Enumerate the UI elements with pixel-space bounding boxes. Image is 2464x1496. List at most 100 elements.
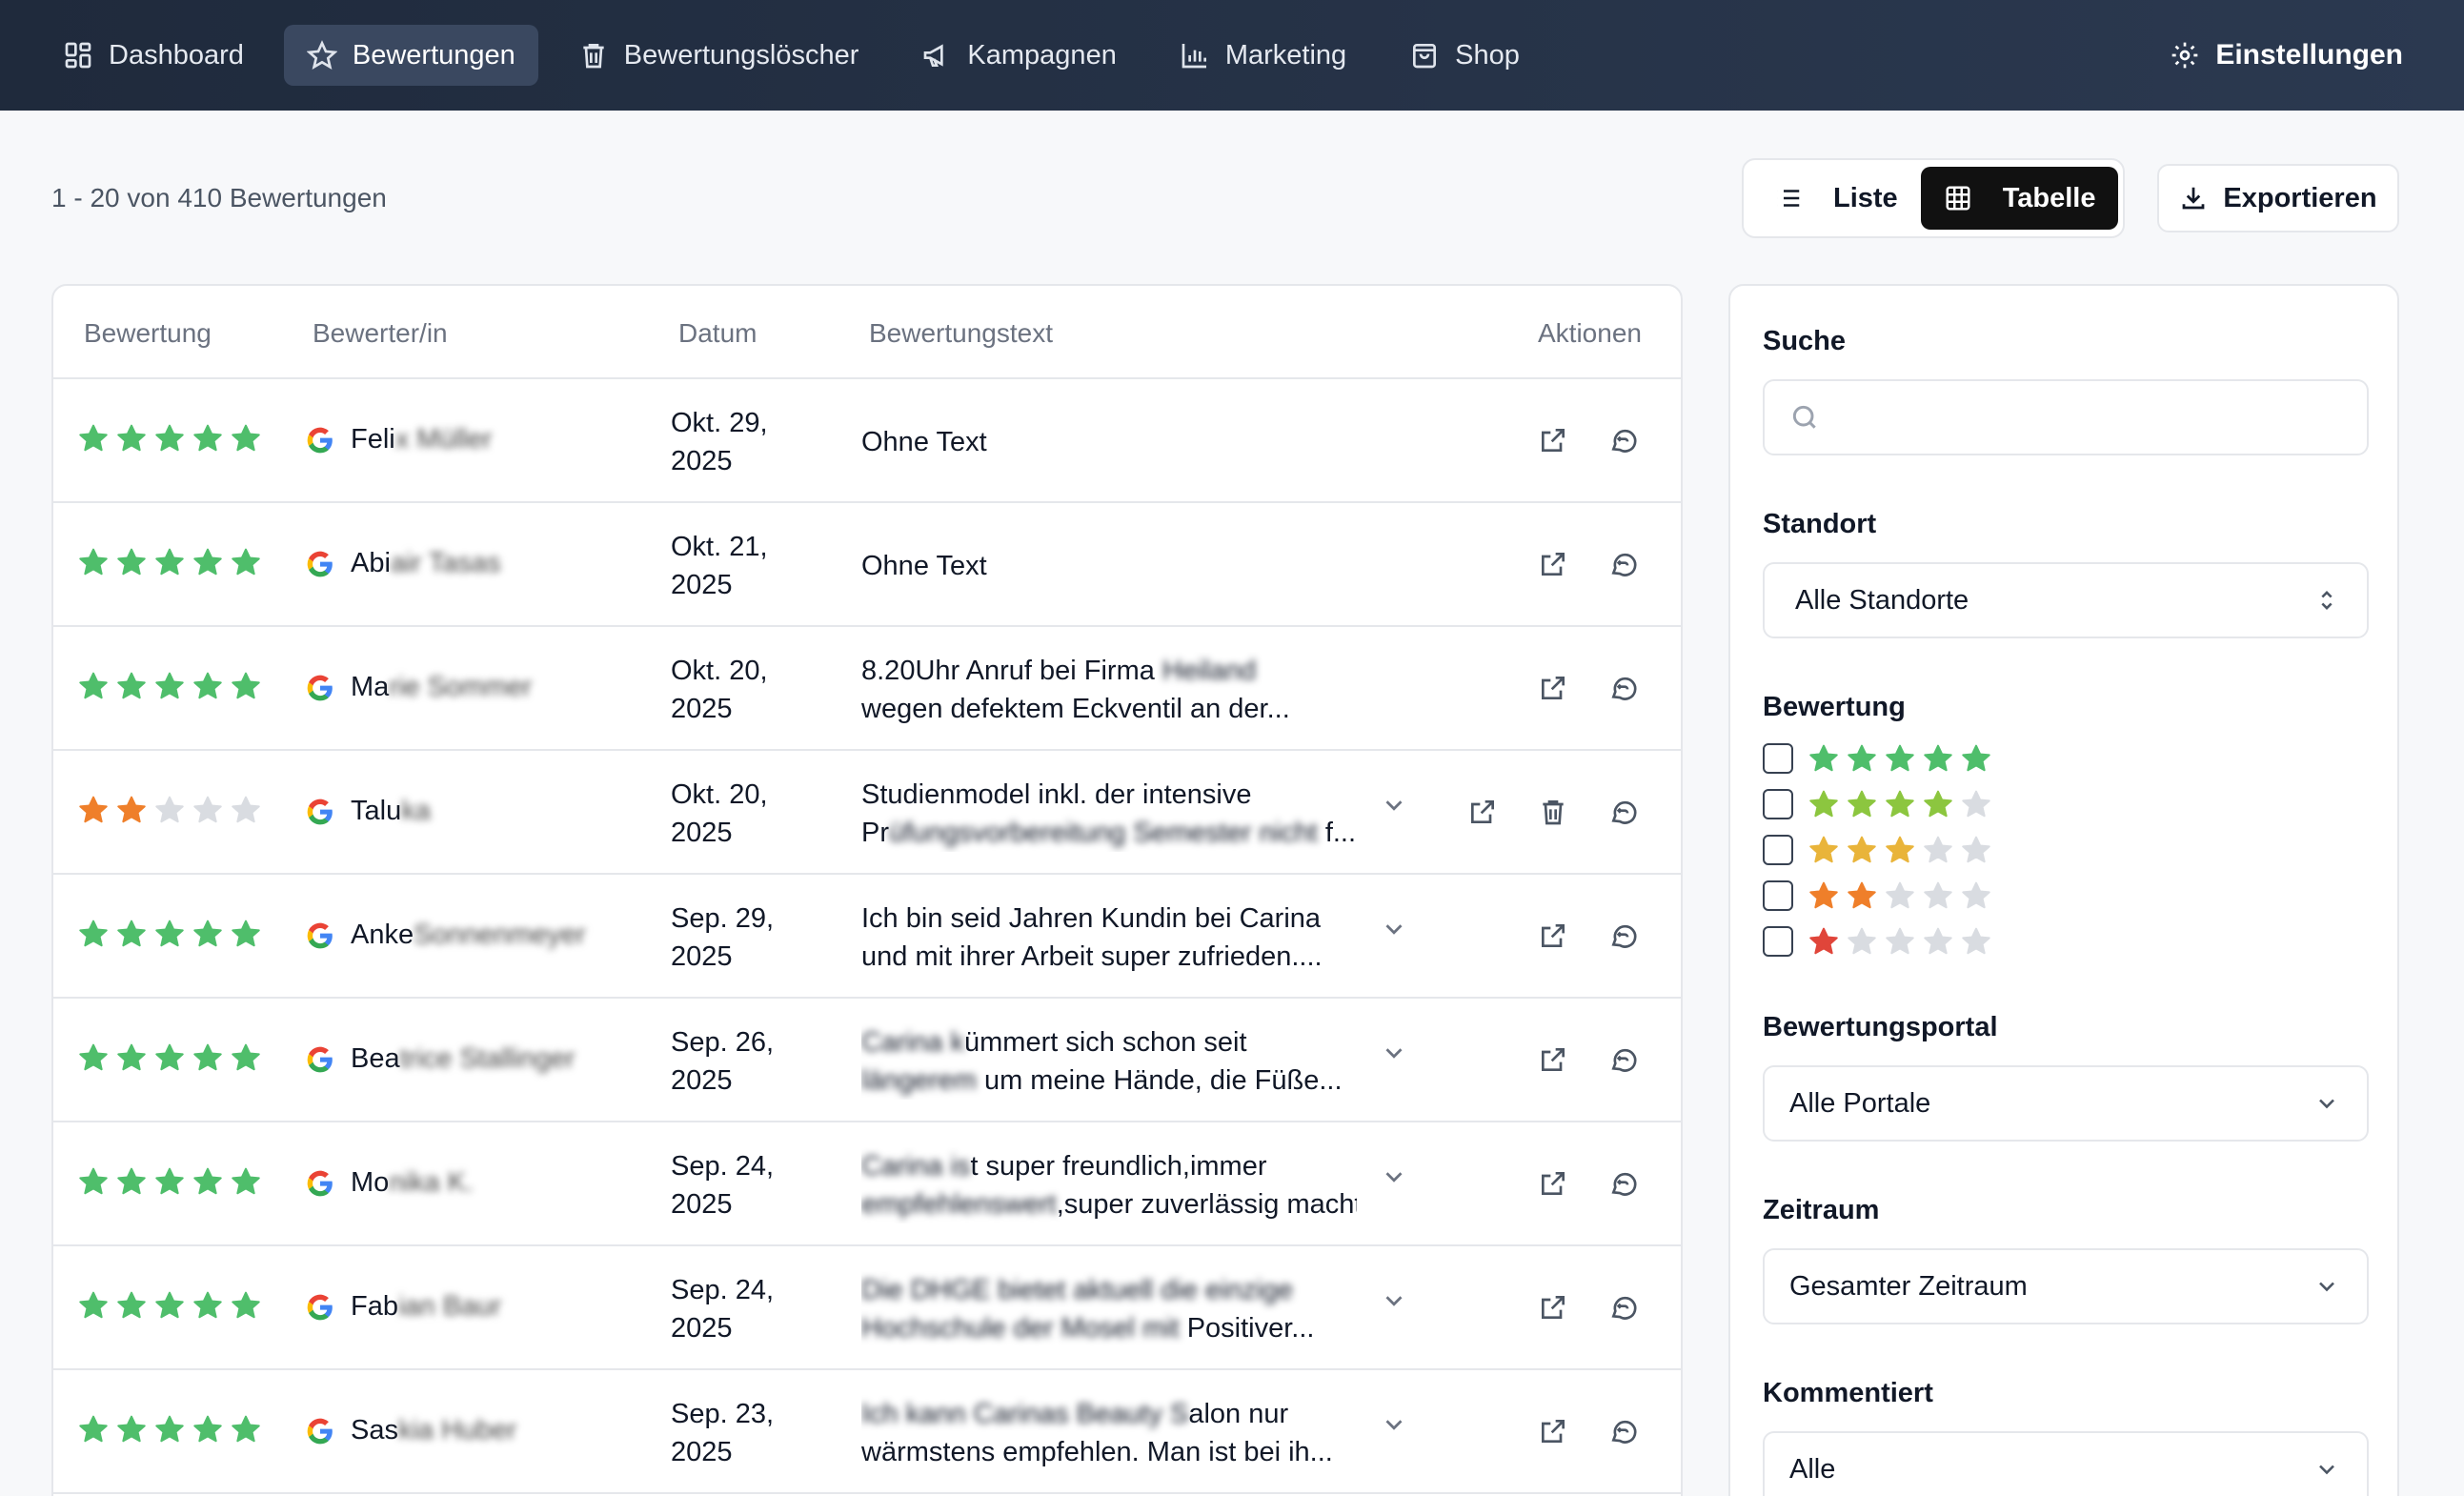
nav-dashboard[interactable]: Dashboard — [40, 25, 267, 86]
table-row: Marie Sommer Okt. 20, 2025 8.20Uhr Anruf be… — [53, 627, 1681, 751]
review-text-line2: ,super zuverlässig macht... — [1056, 1189, 1357, 1220]
settings-label: Einstellungen — [2215, 39, 2403, 71]
table-row: Fabian Baur Sep. 24, 2025 Die DHGE bietet a… — [53, 1246, 1681, 1370]
trash-icon[interactable] — [1538, 797, 1568, 827]
reply-icon[interactable] — [1608, 425, 1639, 455]
rating-filter-option — [1763, 880, 1999, 911]
nav-bewertungsloescher[interactable]: Bewertungslöscher — [555, 25, 882, 86]
search-field[interactable] — [1763, 379, 2369, 455]
review-date: Okt. 20, 2025 — [671, 776, 814, 852]
reviewer-name-visible: Mo — [351, 1167, 390, 1198]
rating-checkbox[interactable] — [1763, 789, 1793, 819]
review-text-redacted: Carina k — [861, 1027, 964, 1058]
review-date-day: Okt. 21, — [671, 532, 768, 562]
review-text: Ohne Text — [861, 423, 1357, 461]
external-link-icon[interactable] — [1538, 1292, 1568, 1323]
period-label: Zeitraum — [1763, 1195, 1880, 1225]
star-filled-icon — [1848, 790, 1876, 818]
result-count: 1 - 20 von 410 Bewertungen — [51, 183, 387, 213]
reply-icon[interactable] — [1608, 797, 1639, 827]
reply-icon[interactable] — [1608, 1044, 1639, 1075]
nav-marketing[interactable]: Marketing — [1157, 25, 1369, 86]
commented-label: Kommentiert — [1763, 1378, 1933, 1408]
chevron-down-icon[interactable] — [1380, 1286, 1408, 1315]
nav-bewertungsloescher-label: Bewertungslöscher — [623, 39, 859, 71]
google-icon — [307, 1046, 333, 1073]
external-link-icon[interactable] — [1538, 1416, 1568, 1446]
review-text-line2: um meine Hände, die Füße... — [976, 1065, 1343, 1096]
review-date-day: Sep. 29, — [671, 903, 775, 934]
rating-checkbox[interactable] — [1763, 926, 1793, 957]
star-filled-icon — [232, 1291, 260, 1319]
rating-checkbox[interactable] — [1763, 835, 1793, 865]
reply-icon[interactable] — [1608, 1168, 1639, 1199]
chevron-down-icon[interactable] — [1380, 1162, 1408, 1191]
external-link-icon[interactable] — [1538, 549, 1568, 579]
filter-panel: Suche Standort Alle Standorte Bewertung … — [1728, 284, 2399, 1496]
portal-select[interactable]: Alle Portale — [1763, 1065, 2369, 1142]
star-filled-icon — [1848, 744, 1876, 772]
nav-bewertungen[interactable]: Bewertungen — [283, 25, 538, 86]
col-bewerter: Bewerter/in — [313, 318, 448, 348]
external-link-icon[interactable] — [1538, 920, 1568, 951]
reviewer-name-redacted: Sonnenmeyer — [414, 920, 586, 950]
star-filled-icon — [193, 1167, 222, 1195]
review-date-year: 2025 — [671, 1189, 733, 1220]
star-empty-icon — [232, 796, 260, 823]
star-filled-icon — [193, 424, 222, 452]
settings-button[interactable]: Einstellungen — [2170, 25, 2403, 86]
external-link-icon[interactable] — [1538, 673, 1568, 703]
external-link-icon[interactable] — [1538, 1044, 1568, 1075]
reviewer-name-visible: Sas — [351, 1415, 398, 1445]
dashboard-icon — [65, 42, 91, 69]
location-value: Alle Standorte — [1795, 584, 1969, 616]
star-empty-icon — [1924, 836, 1952, 863]
star-empty-icon — [1848, 927, 1876, 955]
export-button[interactable]: Exportieren — [2157, 164, 2399, 232]
rating-checkbox[interactable] — [1763, 880, 1793, 911]
nav-shop[interactable]: Shop — [1386, 25, 1543, 86]
star-filled-icon — [193, 1415, 222, 1443]
star-filled-icon — [117, 548, 146, 576]
star-empty-icon — [1962, 790, 1990, 818]
period-select[interactable]: Gesamter Zeitraum — [1763, 1248, 2369, 1324]
reply-icon[interactable] — [1608, 673, 1639, 703]
col-datum: Datum — [678, 318, 757, 348]
location-select[interactable]: Alle Standorte — [1763, 562, 2369, 638]
review-text: Ohne Text — [861, 547, 1357, 585]
rating-checkbox[interactable] — [1763, 743, 1793, 774]
table-row: Monika K. Sep. 24, 2025 Carina ist super fr… — [53, 1122, 1681, 1246]
review-date-day: Okt. 29, — [671, 408, 768, 438]
view-table-label: Tabelle — [2002, 182, 2096, 213]
search-input[interactable] — [1833, 401, 2348, 434]
external-link-icon[interactable] — [1538, 1168, 1568, 1199]
reply-icon[interactable] — [1608, 1292, 1639, 1323]
external-link-icon[interactable] — [1467, 797, 1498, 827]
star-rating — [78, 547, 269, 577]
star-filled-icon — [117, 1167, 146, 1195]
reviewer-name-visible: Feli — [351, 424, 395, 455]
chevron-down-icon[interactable] — [1380, 915, 1408, 943]
view-list-button[interactable]: Liste — [1751, 167, 1921, 230]
star-rating — [78, 671, 269, 701]
chevron-down-icon[interactable] — [1380, 791, 1408, 819]
col-aktionen: Aktionen — [1538, 318, 1642, 348]
reviews-table: Bewertung Bewerter/in Datum Bewertungste… — [51, 284, 1683, 1496]
star-filled-icon — [79, 796, 108, 823]
reviewer-name-visible: Abi — [351, 548, 391, 578]
chevron-down-icon[interactable] — [1380, 1410, 1408, 1439]
star-empty-icon — [1962, 927, 1990, 955]
commented-select[interactable]: Alle — [1763, 1431, 2369, 1496]
reply-icon[interactable] — [1608, 549, 1639, 579]
reviewer-name-visible: Anke — [351, 920, 414, 950]
nav-kampagnen[interactable]: Kampagnen — [899, 25, 1139, 86]
view-table-button[interactable]: Tabelle — [1920, 167, 2119, 230]
reply-icon[interactable] — [1608, 1416, 1639, 1446]
star-empty-icon — [1886, 881, 1914, 909]
star-filled-icon — [193, 1043, 222, 1071]
review-text-redacted: Die DHGE bietet aktuell die einzige — [861, 1275, 1293, 1305]
reply-icon[interactable] — [1608, 920, 1639, 951]
table-row: AnkeSonnenmeyer Sep. 29, 2025 Ich bin seid … — [53, 875, 1681, 999]
chevron-down-icon[interactable] — [1380, 1039, 1408, 1067]
external-link-icon[interactable] — [1538, 425, 1568, 455]
